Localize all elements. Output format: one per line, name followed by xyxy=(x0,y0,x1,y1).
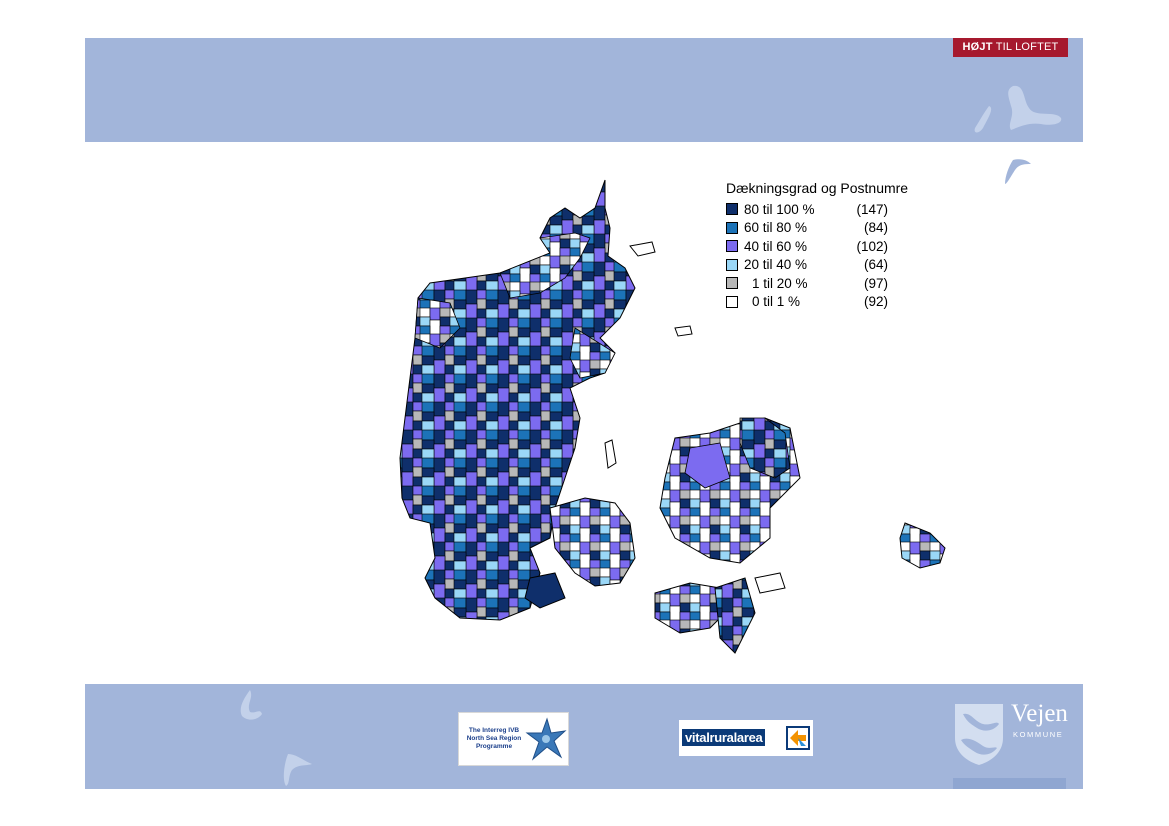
map-legend: Dækningsgrad og Postnumre 80 til 100 % (… xyxy=(726,180,966,311)
vejen-kommune-label: KOMMUNE xyxy=(1013,730,1064,739)
denmark-coverage-map xyxy=(399,179,946,654)
legend-title: Dækningsgrad og Postnumre xyxy=(726,180,909,196)
vejen-kommune-logo[interactable]: Vejen KOMMUNE xyxy=(951,698,1071,770)
jutland-region xyxy=(399,179,636,621)
starfish-icon xyxy=(525,717,567,761)
legend-item-label: 60 til 80 % xyxy=(744,220,808,236)
vejen-shield-icon xyxy=(955,704,1003,765)
header-band xyxy=(85,38,1083,142)
vitalruralarea-mark-icon xyxy=(786,726,810,750)
brand-tag-bold: HØJT xyxy=(962,41,993,53)
legend-item: 0 til 1 % (92) xyxy=(726,293,966,312)
legend-item: 20 til 40 % (64) xyxy=(726,256,966,275)
legend-item: 1 til 20 % (97) xyxy=(726,274,966,293)
legend-item-count: (64) xyxy=(863,257,888,273)
southern-islands-region xyxy=(654,572,786,654)
vitalruralarea-logo[interactable]: vitalruralarea xyxy=(679,720,813,756)
legend-item-count: (97) xyxy=(863,275,888,291)
laeso-island xyxy=(629,241,656,257)
legend-swatch xyxy=(726,240,738,253)
legend-item-count: (147) xyxy=(856,201,888,217)
vejen-wordmark: Vejen xyxy=(1011,700,1068,727)
funen-region xyxy=(524,497,636,609)
samso-island xyxy=(604,439,617,469)
zealand-region xyxy=(659,417,801,564)
legend-swatch xyxy=(726,295,738,308)
legend-swatch xyxy=(726,258,738,271)
legend-swatch xyxy=(726,203,738,216)
legend-item-label: 80 til 100 % xyxy=(744,201,815,217)
vejen-strip xyxy=(953,778,1066,789)
legend-item-label: 40 til 60 % xyxy=(744,238,808,254)
brand-tag-rest: TIL LOFTET xyxy=(992,41,1059,53)
legend-item-label: 1 til 20 % xyxy=(752,275,808,291)
anholt-island xyxy=(674,325,693,337)
stream-decoration-header xyxy=(974,85,1062,184)
legend-item: 80 til 100 % (147) xyxy=(726,200,966,219)
legend-item-count: (102) xyxy=(856,238,888,254)
vitalruralarea-logo-text: vitalruralarea xyxy=(682,729,766,746)
interreg-logo[interactable]: The Interreg IVB North Sea Region Progra… xyxy=(458,712,569,766)
legend-item-count: (84) xyxy=(863,220,888,236)
interreg-logo-text: The Interreg IVB North Sea Region Progra… xyxy=(466,727,522,750)
legend-swatch xyxy=(726,221,738,234)
legend-swatch xyxy=(726,277,738,290)
legend-item-label: 0 til 1 % xyxy=(752,294,801,310)
brand-tag: HØJT TIL LOFTET xyxy=(953,38,1068,57)
bornholm-region xyxy=(899,522,946,569)
footer-band xyxy=(85,684,1083,789)
legend-item: 60 til 80 % (84) xyxy=(726,219,966,238)
legend-item: 40 til 60 % (102) xyxy=(726,237,966,256)
legend-item-count: (92) xyxy=(863,294,888,310)
legend-item-label: 20 til 40 % xyxy=(744,257,808,273)
stream-decoration-footer xyxy=(240,690,312,786)
